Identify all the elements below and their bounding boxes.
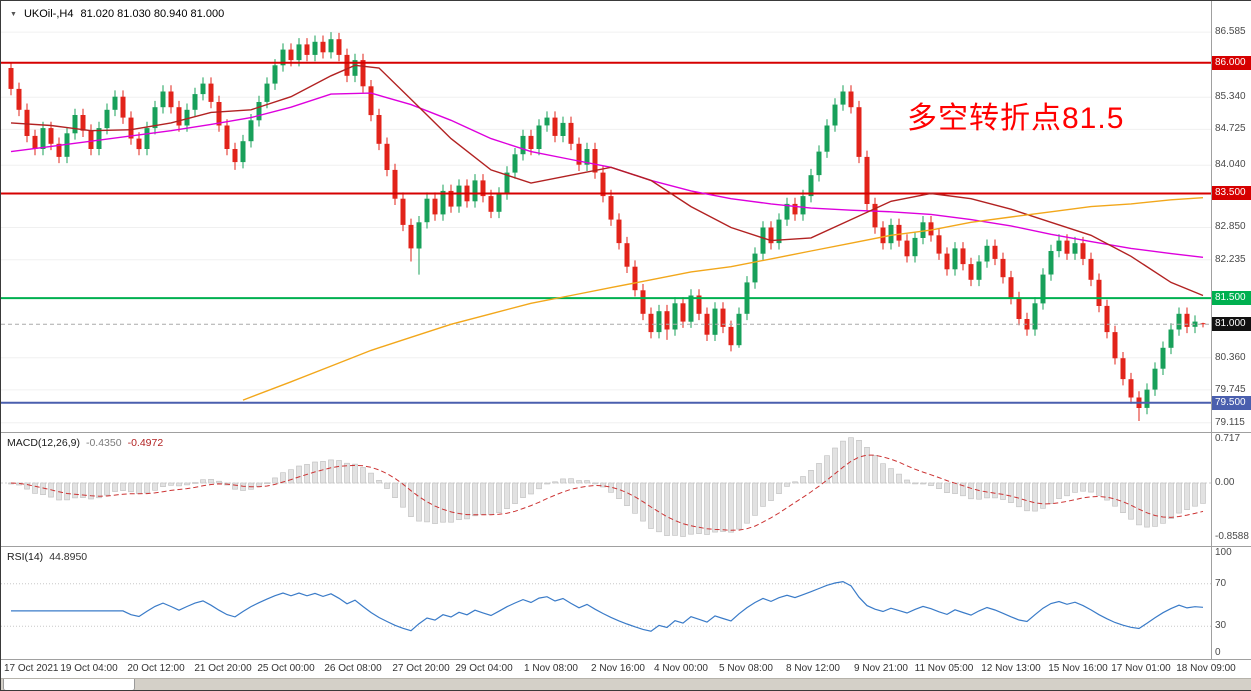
time-tick: 12 Nov 13:00 — [981, 663, 1041, 674]
time-tick: 27 Oct 20:00 — [392, 663, 450, 674]
chart-tab[interactable] — [3, 679, 135, 690]
price-tick-86.585: 86.585 — [1215, 26, 1246, 37]
macd-label: MACD(12,26,9) -0.4350 -0.4972 — [7, 437, 163, 449]
chart-header: ▼ UKOil-,H4 81.020 81.030 80.940 81.000 — [10, 8, 224, 20]
price-tick-80.360: 80.360 — [1215, 352, 1246, 363]
ohlc-values: 81.020 81.030 80.940 81.000 — [80, 8, 225, 20]
time-tick: 1 Nov 08:00 — [524, 663, 578, 674]
price-tick-79.745: 79.745 — [1215, 384, 1246, 395]
price-axis-separator — [1211, 1, 1212, 660]
time-tick: 5 Nov 08:00 — [719, 663, 773, 674]
price-tick-84.725: 84.725 — [1215, 123, 1246, 134]
price-badge-81.000: 81.000 — [1212, 317, 1251, 331]
price-tick-85.340: 85.340 — [1215, 91, 1246, 102]
time-tick: 20 Oct 12:00 — [127, 663, 185, 674]
rsi-tick-30: 30 — [1215, 620, 1227, 631]
rsi-line — [11, 580, 1204, 632]
macd-value-main: -0.4350 — [85, 437, 122, 449]
time-tick: 2 Nov 16:00 — [591, 663, 645, 674]
macd-tick-0.717: 0.717 — [1215, 433, 1241, 444]
rsi-title: RSI(14) — [7, 551, 44, 563]
price-badge-86.000: 86.000 — [1212, 56, 1251, 70]
annotation-text-object[interactable]: 多空转折点81.5 — [907, 102, 1125, 135]
time-tick: 9 Nov 21:00 — [854, 663, 908, 674]
macd-title: MACD(12,26,9) — [7, 437, 80, 449]
time-axis-separator — [1, 659, 1251, 660]
time-tick: 15 Nov 16:00 — [1048, 663, 1108, 674]
rsi-panel[interactable] — [1, 547, 1211, 659]
price-tick-84.040: 84.040 — [1215, 159, 1246, 170]
time-tick: 17 Nov 01:00 — [1111, 663, 1171, 674]
price-axis[interactable]: 86.585 85.340 84.725 84.040 82.850 82.235 80.3… — [1212, 1, 1251, 432]
ma-fast-line — [10, 64, 1204, 297]
horizontal-level-lines[interactable] — [1, 61, 1211, 404]
macd-signal-line — [10, 454, 1204, 531]
dropdown-arrow-icon: ▼ — [10, 10, 17, 18]
price-badge-81.500: 81.500 — [1212, 291, 1251, 305]
time-tick: 4 Nov 00:00 — [654, 663, 708, 674]
time-tick: 17 Oct 2021 — [4, 663, 59, 674]
rsi-tick-70: 70 — [1215, 578, 1227, 589]
time-axis[interactable]: 17 Oct 2021 19 Oct 04:00 20 Oct 12:00 21 Oc… — [1, 660, 1251, 678]
price-tick-82.235: 82.235 — [1215, 254, 1246, 265]
ma-long-line — [242, 197, 1204, 401]
panel-separator-rsi[interactable] — [1, 546, 1251, 547]
time-tick: 8 Nov 12:00 — [786, 663, 840, 674]
time-tick: 11 Nov 05:00 — [914, 663, 974, 674]
price-tick-82.850: 82.850 — [1215, 221, 1246, 232]
macd-value-signal: -0.4972 — [127, 437, 164, 449]
time-tick: 25 Oct 00:00 — [257, 663, 315, 674]
rsi-tick-100: 100 — [1215, 547, 1232, 558]
macd-axis[interactable]: 0.717 0.00 -0.8588 — [1212, 433, 1251, 546]
time-tick: 18 Nov 09:00 — [1176, 663, 1236, 674]
macd-tick--0.8588: -0.8588 — [1215, 531, 1249, 542]
price-chart[interactable] — [1, 1, 1211, 432]
rsi-tick-0: 0 — [1215, 647, 1221, 658]
time-tick: 26 Oct 08:00 — [324, 663, 382, 674]
symbol-period-label: UKOil-,H4 — [23, 8, 74, 20]
price-badge-79.500: 79.500 — [1212, 396, 1251, 410]
time-tick: 21 Oct 20:00 — [194, 663, 252, 674]
chart-tabs-bar — [1, 678, 1251, 690]
price-badge-83.500: 83.500 — [1212, 186, 1251, 200]
candles — [8, 32, 1206, 421]
macd-histogram — [8, 437, 1206, 537]
grid-lines — [1, 31, 1211, 424]
time-tick: 19 Oct 04:00 — [60, 663, 118, 674]
price-tick-79.115: 79.115 — [1215, 417, 1245, 428]
panel-separator-macd[interactable] — [1, 432, 1251, 433]
macd-tick-0.00: 0.00 — [1215, 477, 1235, 488]
rsi-value: 44.8950 — [49, 551, 88, 563]
time-tick: 29 Oct 04:00 — [455, 663, 513, 674]
macd-panel[interactable] — [1, 433, 1211, 546]
rsi-axis[interactable]: 100 70 30 0 — [1212, 547, 1251, 659]
rsi-label: RSI(14) 44.8950 — [7, 551, 87, 563]
